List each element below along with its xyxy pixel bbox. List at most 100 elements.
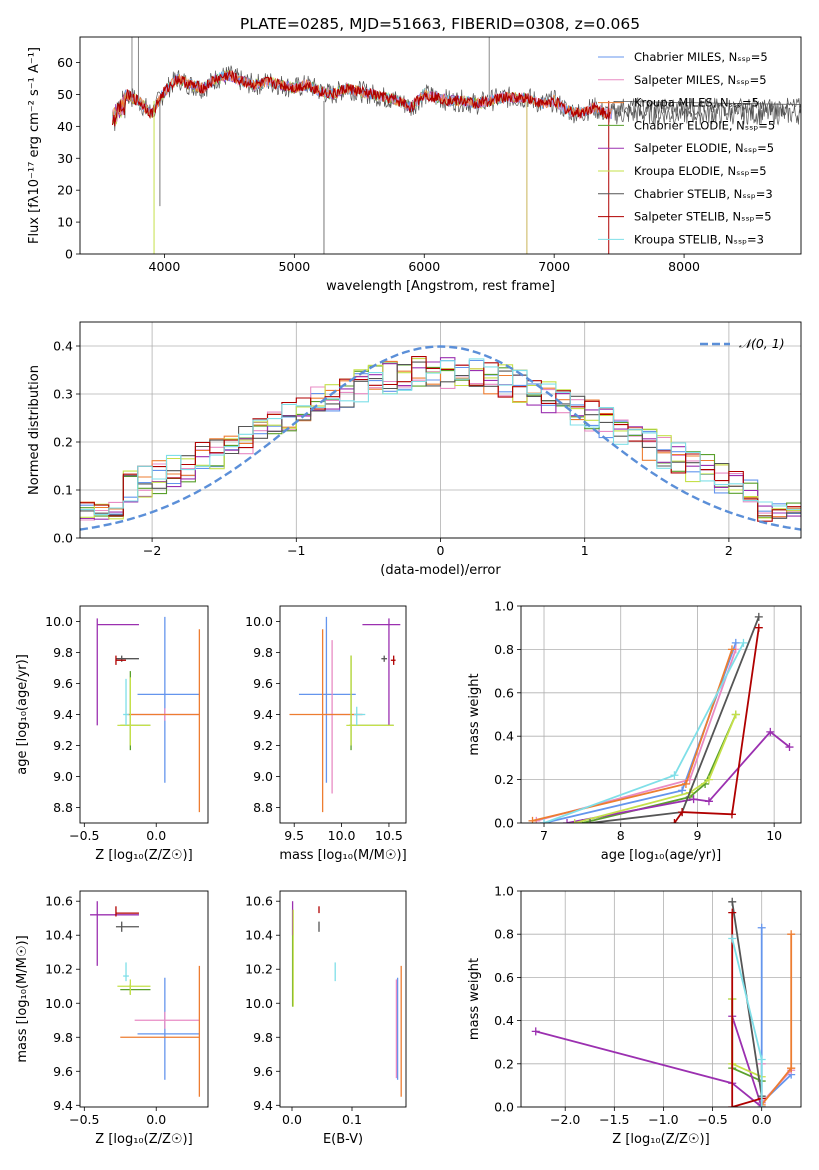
histogram-kroupa-miles (80, 360, 801, 518)
x-tick-label: −1.0 (648, 1112, 678, 1127)
axes-frame (79, 890, 209, 1108)
y-tick-label: 9.6 (53, 1064, 73, 1079)
legend-entry: Salpeter MILES, Nₛₛₚ=5 (634, 73, 767, 87)
x-tick-label: 0.1 (342, 1112, 362, 1127)
panel-3: −0.5 0.0 8.8 9.0 9.2 9.4 9.6 9.8 10.0 Z [log₁₀(Z/… (15, 605, 209, 863)
x-tick-label: 7 (540, 828, 548, 843)
x-tick-label: 0.0 (752, 1112, 772, 1127)
plot-area (80, 345, 801, 531)
y-tick-label: 0.3 (53, 387, 73, 402)
legend-entry: Chabrier STELIB, Nₛₛₚ=3 (634, 187, 773, 201)
y-tick-label: 9.8 (253, 1030, 273, 1045)
weight-marker (787, 1064, 796, 1073)
x-axis-label: age [log₁₀(age/yr)] (601, 848, 722, 863)
x-tick-label: 8 (617, 828, 625, 843)
y-tick-label: 0.4 (494, 1013, 514, 1028)
y-tick-label: 9.8 (53, 645, 73, 660)
y-tick-label: 9.0 (253, 769, 273, 784)
weight-line-salpeter-stelib (673, 627, 760, 823)
y-tick-label: 0.8 (494, 927, 514, 942)
y-tick-label: 10.0 (245, 614, 273, 629)
axes-frame (279, 605, 407, 824)
y-tick-label: 1.0 (494, 884, 514, 899)
y-tick-label: 10.6 (45, 894, 73, 909)
plot-area (291, 901, 402, 1097)
weight-marker (704, 797, 713, 806)
y-tick-label: 9.4 (253, 707, 273, 722)
weight-marker (540, 819, 549, 823)
weight-line-kroupa-miles (760, 934, 793, 1106)
y-tick-label: 10.0 (245, 996, 273, 1011)
plot-area (111, 37, 801, 254)
x-tick-label: 8000 (668, 259, 700, 274)
weight-marker (731, 710, 740, 719)
x-tick-label: 10 (766, 828, 782, 843)
x-tick-label: −2 (143, 543, 161, 558)
y-tick-label: 0.0 (494, 1100, 514, 1115)
axes-frame (279, 890, 407, 1108)
weight-marker (563, 819, 572, 823)
x-tick-label: −0.5 (69, 1112, 99, 1127)
weight-marker (689, 795, 698, 804)
y-tick-label: 50 (57, 87, 73, 102)
y-tick-label: 0.2 (494, 772, 514, 787)
histogram-chabrier-stelib (80, 361, 801, 519)
y-axis-label: mass [log₁₀(M/M☉)] (15, 935, 30, 1062)
x-axis-label: Z [log₁₀(Z/Z☉)] (95, 1132, 192, 1147)
x-tick-label: 5000 (278, 259, 310, 274)
weight-marker (728, 897, 737, 906)
x-tick-label: 9.5 (284, 828, 304, 843)
x-tick-label: 7000 (538, 259, 570, 274)
histogram-salpeter-elodie (80, 357, 801, 520)
panel-8: −2.0 −1.5 −1.0 −0.5 0.0 0.0 0.2 0.4 0.6 0.8 1.0 Z [… (467, 884, 802, 1147)
y-tick-label: 8.8 (53, 800, 73, 815)
x-tick-label: −1 (287, 543, 305, 558)
y-tick-label: 10.6 (245, 894, 273, 909)
weight-marker (586, 819, 595, 823)
legend-entry: Chabrier MILES, Nₛₛₚ=5 (634, 50, 768, 64)
y-tick-label: 9.8 (253, 645, 273, 660)
x-tick-label: 0.0 (146, 1112, 166, 1127)
x-axis-label: Z [log₁₀(Z/Z☉)] (612, 1132, 709, 1147)
legend-entry: 𝒩(0, 1) (739, 336, 785, 351)
x-axis-label: (data-model)/error (380, 563, 501, 578)
y-tick-label: 9.6 (53, 676, 73, 691)
x-tick-label: 0.0 (146, 828, 166, 843)
weight-marker (728, 908, 737, 917)
y-tick-label: 8.8 (253, 800, 273, 815)
weight-marker (678, 786, 687, 795)
weight-marker (754, 612, 763, 621)
y-tick-label: 9.4 (53, 1098, 73, 1113)
spectrum-line-salpeter-stelib (111, 69, 611, 127)
panel-6: −0.5 0.0 9.4 9.6 9.8 10.0 10.2 10.4 10.6 Z [log₁₀… (15, 890, 209, 1147)
weight-marker (727, 645, 736, 654)
legend-entry: Chabrier ELODIE, Nₛₛₚ=5 (634, 118, 775, 132)
y-tick-label: 9.2 (253, 738, 273, 753)
y-tick-label: 60 (57, 55, 73, 70)
weight-marker (785, 743, 794, 752)
weight-marker (754, 623, 763, 632)
x-tick-label: 9 (693, 828, 701, 843)
plot-area (528, 612, 794, 823)
y-tick-label: 0.0 (494, 816, 514, 831)
weight-marker (570, 819, 579, 823)
axes-frame (79, 321, 802, 539)
y-axis-label: mass weight (467, 673, 482, 755)
weight-line-salpeter-elodie (535, 1016, 763, 1107)
x-tick-label: −2.0 (550, 1112, 580, 1127)
y-tick-label: 9.0 (53, 769, 73, 784)
y-axis-label: Normed distribution (27, 365, 42, 495)
y-tick-label: 9.4 (253, 1098, 273, 1113)
weight-marker (757, 1055, 766, 1064)
panel-4: 9.5 10.0 10.5 8.8 9.0 9.2 9.4 9.6 9.8 10.0 mass [l… (245, 605, 407, 863)
y-tick-label: 10.4 (45, 928, 73, 943)
weight-marker (766, 727, 775, 736)
y-tick-label: 0.2 (53, 435, 73, 450)
y-tick-label: 9.6 (253, 1064, 273, 1079)
panel-2: −2 −1 0 1 2 0.0 0.1 0.2 0.3 0.4 (data-model)/error… (27, 321, 802, 578)
y-tick-label: 10.2 (245, 962, 273, 977)
gaussian-curve (80, 345, 801, 531)
y-tick-label: 0.8 (494, 642, 514, 657)
x-tick-label: 10.5 (375, 828, 403, 843)
